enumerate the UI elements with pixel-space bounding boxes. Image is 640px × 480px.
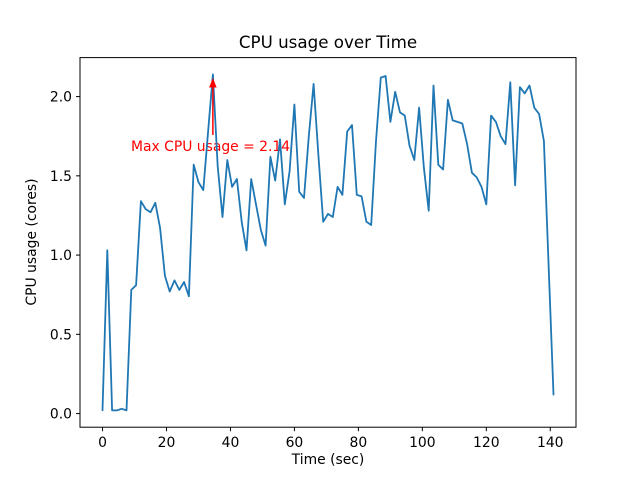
x-tick-label: 80	[350, 435, 368, 451]
axes-spines	[79, 57, 577, 428]
x-tick-label: 60	[286, 435, 304, 451]
max-annotation-text: Max CPU usage = 2.14	[131, 139, 291, 155]
y-tick-label: 1.5	[50, 169, 72, 185]
y-tick-label: 0.5	[50, 327, 72, 343]
x-tick-label: 120	[473, 435, 500, 451]
x-tick-label: 20	[158, 435, 176, 451]
chart-title: CPU usage over Time	[238, 32, 418, 52]
x-tick-label: 0	[98, 435, 107, 451]
x-tick-label: 100	[409, 435, 436, 451]
annotation-arrowhead	[209, 78, 217, 88]
x-tick-label: 140	[537, 435, 564, 451]
x-tick-label: 40	[222, 435, 240, 451]
x-axis-label: Time (sec)	[291, 452, 365, 468]
cpu-usage-line	[101, 73, 555, 412]
y-tick-label: 0.0	[50, 407, 72, 423]
y-tick-label: 1.0	[50, 248, 72, 264]
y-tick-label: 2.0	[50, 90, 72, 106]
